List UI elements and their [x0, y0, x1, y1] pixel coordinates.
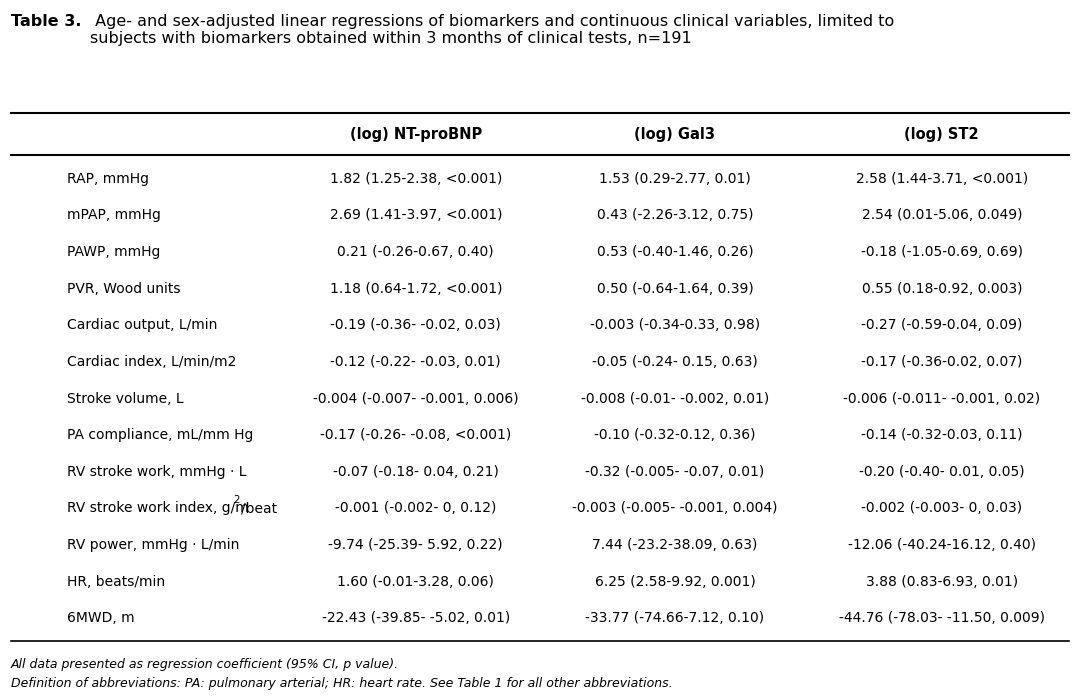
Text: -0.002 (-0.003- 0, 0.03): -0.002 (-0.003- 0, 0.03)	[861, 501, 1023, 515]
Text: (log) ST2: (log) ST2	[904, 126, 980, 142]
Text: -0.14 (-0.32-0.03, 0.11): -0.14 (-0.32-0.03, 0.11)	[861, 428, 1023, 442]
Text: -0.003 (-0.34-0.33, 0.98): -0.003 (-0.34-0.33, 0.98)	[590, 318, 760, 332]
Text: Cardiac index, L/min/m2: Cardiac index, L/min/m2	[67, 355, 237, 369]
Text: -33.77 (-74.66-7.12, 0.10): -33.77 (-74.66-7.12, 0.10)	[585, 611, 765, 625]
Text: 2.69 (1.41-3.97, <0.001): 2.69 (1.41-3.97, <0.001)	[329, 209, 502, 223]
Text: -0.07 (-0.18- 0.04, 0.21): -0.07 (-0.18- 0.04, 0.21)	[333, 465, 499, 479]
Text: 3.88 (0.83-6.93, 0.01): 3.88 (0.83-6.93, 0.01)	[866, 574, 1017, 588]
Text: HR, beats/min: HR, beats/min	[67, 574, 165, 588]
Text: -22.43 (-39.85- -5.02, 0.01): -22.43 (-39.85- -5.02, 0.01)	[322, 611, 510, 625]
Text: 1.53 (0.29-2.77, 0.01): 1.53 (0.29-2.77, 0.01)	[599, 172, 751, 186]
Text: Definition of abbreviations: PA: pulmonary arterial; HR: heart rate. See Table 1: Definition of abbreviations: PA: pulmona…	[11, 677, 673, 690]
Text: 6.25 (2.58-9.92, 0.001): 6.25 (2.58-9.92, 0.001)	[595, 574, 755, 588]
Text: 0.53 (-0.40-1.46, 0.26): 0.53 (-0.40-1.46, 0.26)	[596, 245, 754, 259]
Text: -0.12 (-0.22- -0.03, 0.01): -0.12 (-0.22- -0.03, 0.01)	[330, 355, 501, 369]
Text: -0.18 (-1.05-0.69, 0.69): -0.18 (-1.05-0.69, 0.69)	[861, 245, 1023, 259]
Text: 2: 2	[233, 496, 240, 505]
Text: -12.06 (-40.24-16.12, 0.40): -12.06 (-40.24-16.12, 0.40)	[848, 538, 1036, 552]
Text: -0.008 (-0.01- -0.002, 0.01): -0.008 (-0.01- -0.002, 0.01)	[581, 392, 769, 406]
Text: 0.50 (-0.64-1.64, 0.39): 0.50 (-0.64-1.64, 0.39)	[596, 282, 754, 296]
Text: Age- and sex-adjusted linear regressions of biomarkers and continuous clinical v: Age- and sex-adjusted linear regressions…	[90, 14, 894, 46]
Text: -0.004 (-0.007- -0.001, 0.006): -0.004 (-0.007- -0.001, 0.006)	[313, 392, 518, 406]
Text: PAWP, mmHg: PAWP, mmHg	[67, 245, 160, 259]
Text: (log) Gal3: (log) Gal3	[635, 126, 715, 142]
Text: -0.17 (-0.36-0.02, 0.07): -0.17 (-0.36-0.02, 0.07)	[861, 355, 1023, 369]
Text: RV stroke work, mmHg · L: RV stroke work, mmHg · L	[67, 465, 246, 479]
Text: -44.76 (-78.03- -11.50, 0.009): -44.76 (-78.03- -11.50, 0.009)	[839, 611, 1044, 625]
Text: -0.10 (-0.32-0.12, 0.36): -0.10 (-0.32-0.12, 0.36)	[594, 428, 756, 442]
Text: -0.32 (-0.005- -0.07, 0.01): -0.32 (-0.005- -0.07, 0.01)	[585, 465, 765, 479]
Text: 0.55 (0.18-0.92, 0.003): 0.55 (0.18-0.92, 0.003)	[862, 282, 1022, 296]
Text: -9.74 (-25.39- 5.92, 0.22): -9.74 (-25.39- 5.92, 0.22)	[328, 538, 503, 552]
Text: -0.19 (-0.36- -0.02, 0.03): -0.19 (-0.36- -0.02, 0.03)	[330, 318, 501, 332]
Text: Stroke volume, L: Stroke volume, L	[67, 392, 184, 406]
Text: PA compliance, mL/mm Hg: PA compliance, mL/mm Hg	[67, 428, 254, 442]
Text: RV power, mmHg · L/min: RV power, mmHg · L/min	[67, 538, 240, 552]
Text: -0.20 (-0.40- 0.01, 0.05): -0.20 (-0.40- 0.01, 0.05)	[859, 465, 1025, 479]
Text: /beat: /beat	[241, 501, 278, 515]
Text: -0.17 (-0.26- -0.08, <0.001): -0.17 (-0.26- -0.08, <0.001)	[320, 428, 512, 442]
Text: RAP, mmHg: RAP, mmHg	[67, 172, 149, 186]
Text: 6MWD, m: 6MWD, m	[67, 611, 135, 625]
Text: All data presented as regression coefficient (95% CI, p value).: All data presented as regression coeffic…	[11, 658, 399, 671]
Text: RV stroke work index, g/m: RV stroke work index, g/m	[67, 501, 248, 515]
Text: 0.43 (-2.26-3.12, 0.75): 0.43 (-2.26-3.12, 0.75)	[597, 209, 753, 223]
Text: 1.60 (-0.01-3.28, 0.06): 1.60 (-0.01-3.28, 0.06)	[337, 574, 495, 588]
Text: -0.006 (-0.011- -0.001, 0.02): -0.006 (-0.011- -0.001, 0.02)	[843, 392, 1040, 406]
Text: Table 3.: Table 3.	[11, 14, 81, 29]
Text: PVR, Wood units: PVR, Wood units	[67, 282, 180, 296]
Text: mPAP, mmHg: mPAP, mmHg	[67, 209, 161, 223]
Text: 2.58 (1.44-3.71, <0.001): 2.58 (1.44-3.71, <0.001)	[855, 172, 1028, 186]
Text: -0.27 (-0.59-0.04, 0.09): -0.27 (-0.59-0.04, 0.09)	[861, 318, 1023, 332]
Text: 7.44 (-23.2-38.09, 0.63): 7.44 (-23.2-38.09, 0.63)	[592, 538, 758, 552]
Text: -0.003 (-0.005- -0.001, 0.004): -0.003 (-0.005- -0.001, 0.004)	[572, 501, 778, 515]
Text: -0.05 (-0.24- 0.15, 0.63): -0.05 (-0.24- 0.15, 0.63)	[592, 355, 758, 369]
Text: -0.001 (-0.002- 0, 0.12): -0.001 (-0.002- 0, 0.12)	[335, 501, 497, 515]
Text: 2.54 (0.01-5.06, 0.049): 2.54 (0.01-5.06, 0.049)	[862, 209, 1022, 223]
Text: (log) NT-proBNP: (log) NT-proBNP	[350, 126, 482, 142]
Text: 1.18 (0.64-1.72, <0.001): 1.18 (0.64-1.72, <0.001)	[329, 282, 502, 296]
Text: 0.21 (-0.26-0.67, 0.40): 0.21 (-0.26-0.67, 0.40)	[337, 245, 495, 259]
Text: 1.82 (1.25-2.38, <0.001): 1.82 (1.25-2.38, <0.001)	[329, 172, 502, 186]
Text: Cardiac output, L/min: Cardiac output, L/min	[67, 318, 217, 332]
